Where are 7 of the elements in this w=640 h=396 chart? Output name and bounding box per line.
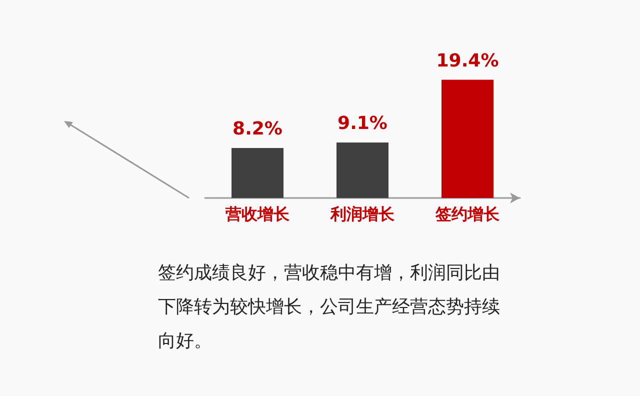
data-label: 8.2% xyxy=(232,118,282,140)
x-tick-label: 利润增长 xyxy=(330,204,396,224)
data-label: 9.1% xyxy=(338,113,388,134)
x-tick-label: 营收增长 xyxy=(224,204,290,224)
data-label: 19.4% xyxy=(436,50,499,72)
text: 签约成绩良好，营收稳中有增，利润同比由下降转为较快增长，公司生产经营态势持续向好。 xyxy=(158,262,500,352)
x-tick-label: 签约增长 xyxy=(434,204,500,224)
